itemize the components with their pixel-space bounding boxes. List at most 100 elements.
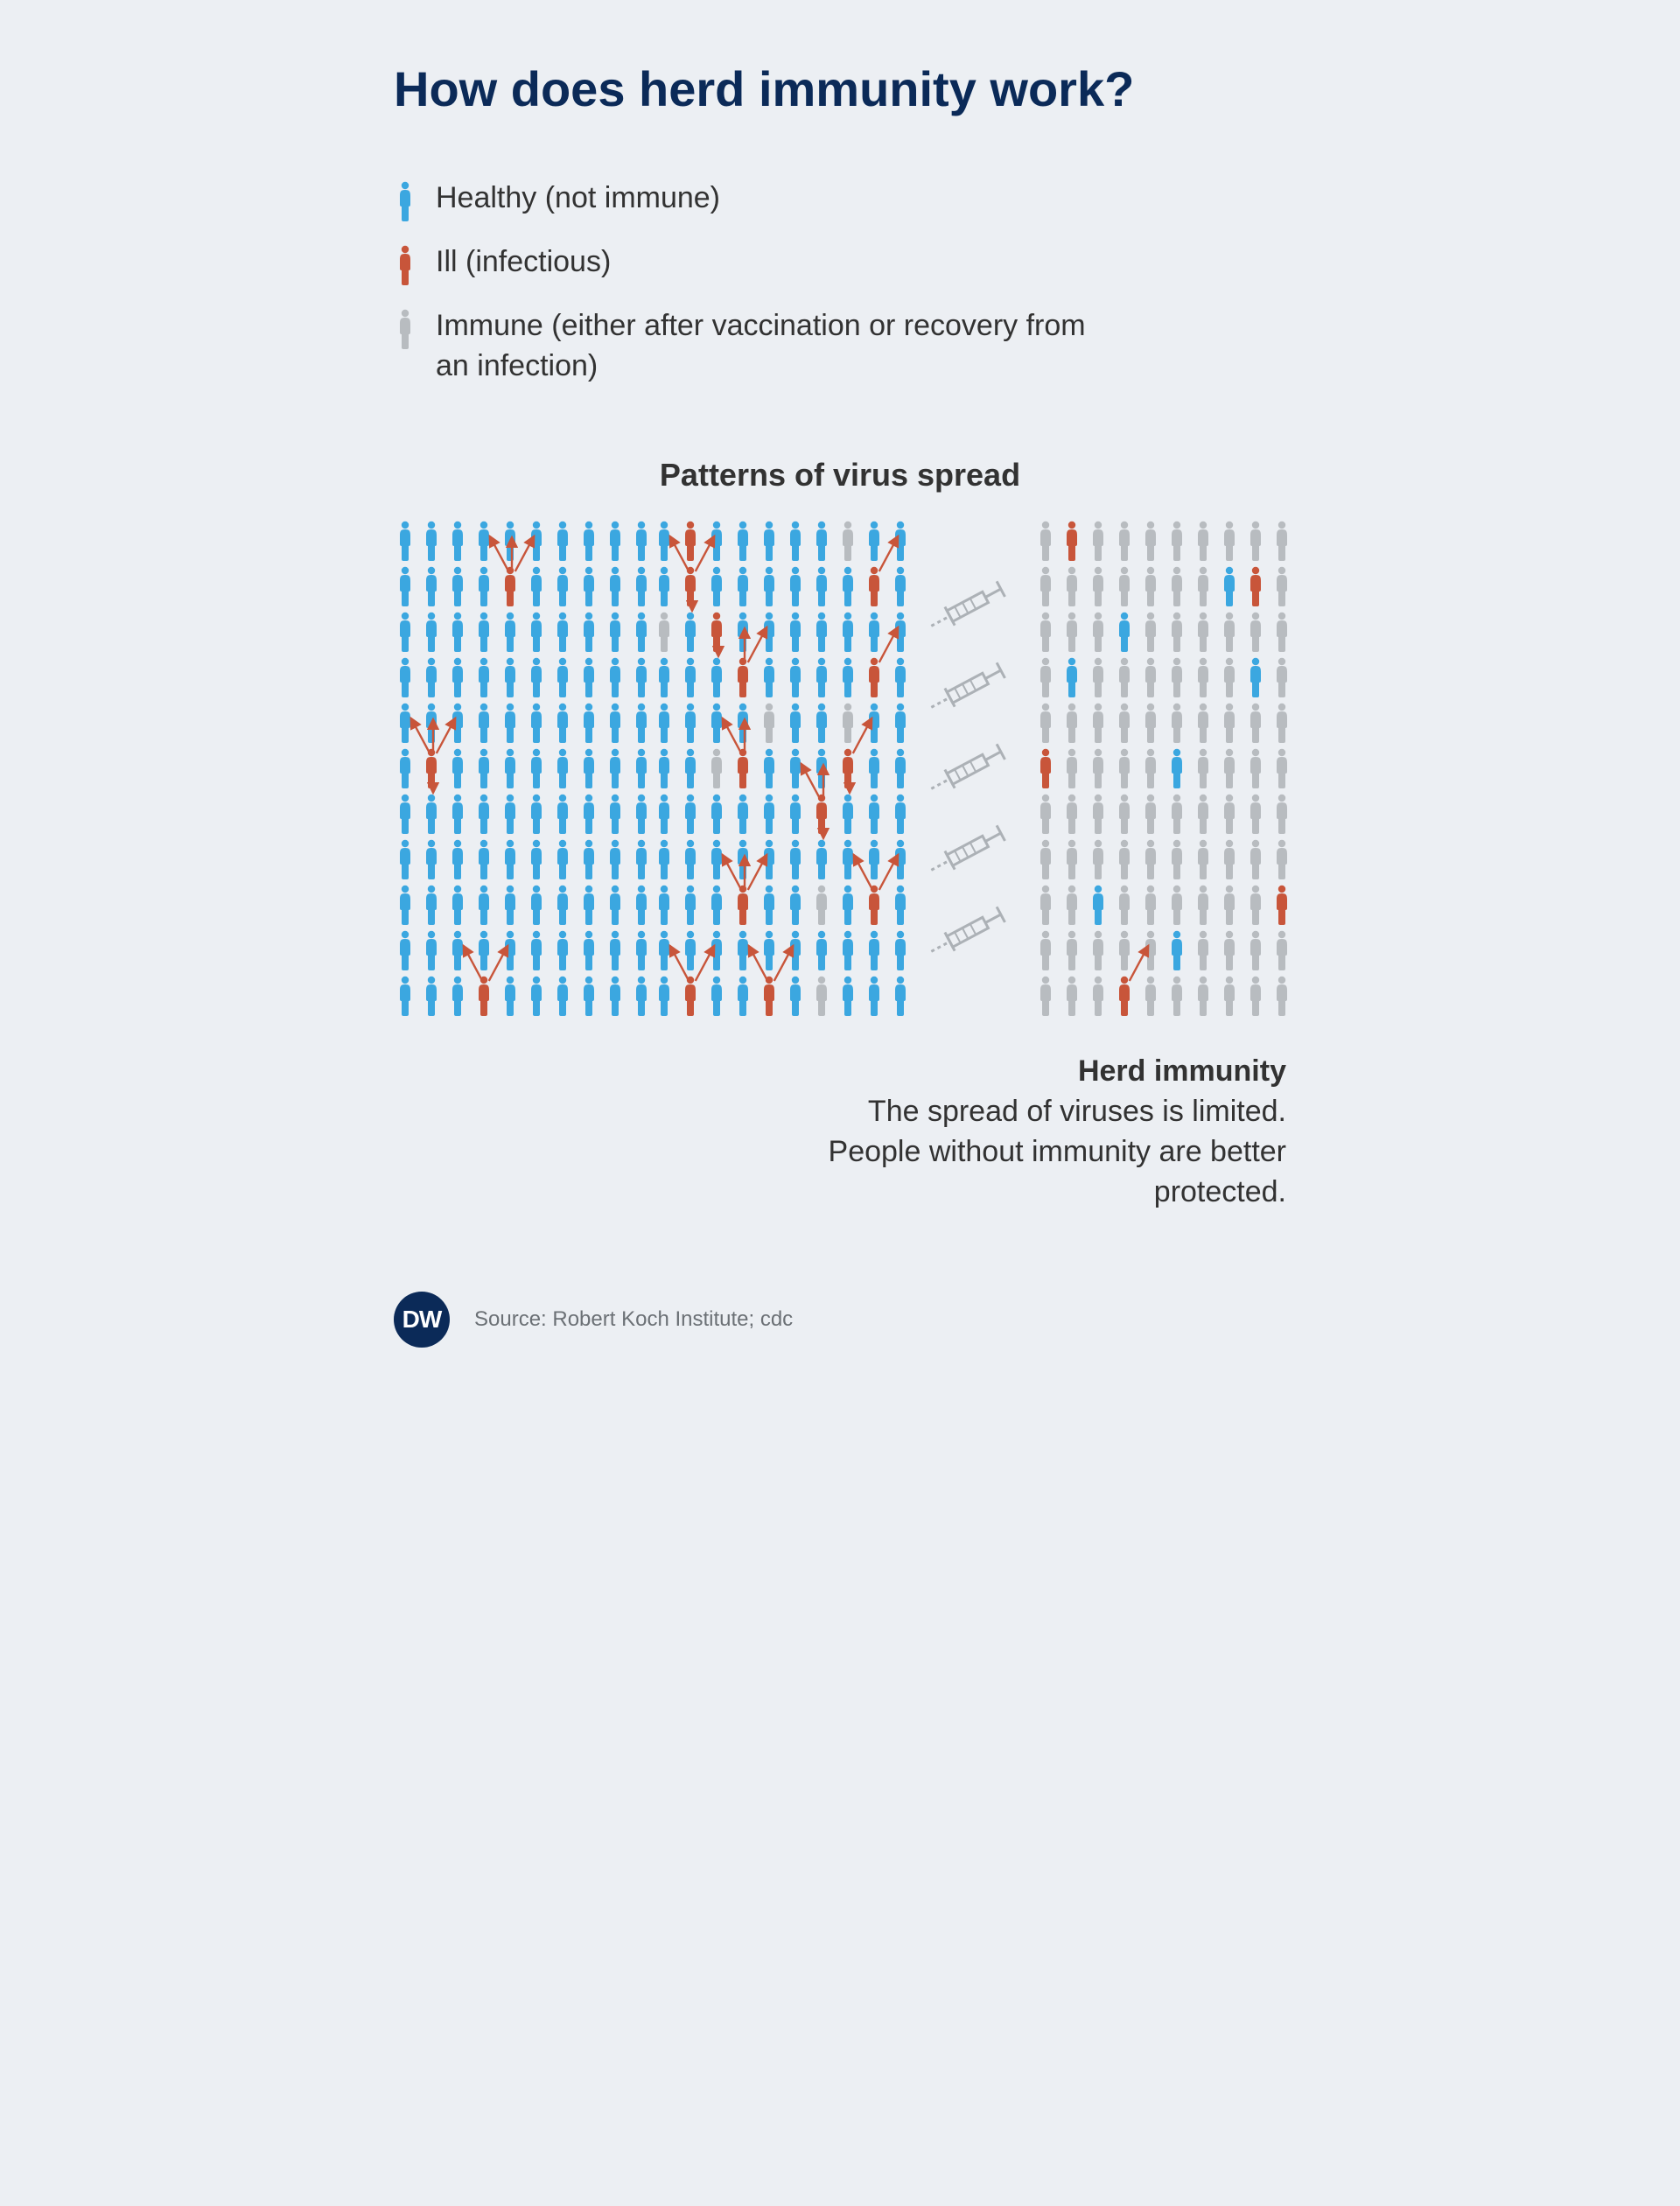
person-icon xyxy=(784,656,807,698)
person-icon xyxy=(630,838,653,880)
infographic-card: How does herd immunity work? Healthy (no… xyxy=(315,0,1365,1391)
person-icon xyxy=(863,747,886,789)
explanation-head: Herd immunity xyxy=(761,1052,1286,1092)
person-icon xyxy=(578,702,600,744)
person-icon xyxy=(1034,793,1057,835)
footer: DW Source: Robert Koch Institute; cdc xyxy=(394,1292,1286,1348)
syringe-icon xyxy=(920,743,1026,790)
explanation-line-2: People without immunity are better prote… xyxy=(761,1132,1286,1213)
person-icon xyxy=(1139,929,1162,971)
person-icon xyxy=(889,702,912,744)
person-icon xyxy=(1034,747,1057,789)
person-icon xyxy=(472,702,495,744)
person-icon xyxy=(653,656,676,698)
person-icon xyxy=(420,565,443,607)
person-icon xyxy=(1270,929,1293,971)
person-icon xyxy=(1113,838,1136,880)
person-icon xyxy=(525,656,548,698)
person-icon xyxy=(705,565,728,607)
person-icon xyxy=(679,929,702,971)
person-icon xyxy=(472,611,495,653)
person-icon xyxy=(394,611,416,653)
person-icon xyxy=(784,520,807,562)
person-icon xyxy=(604,611,626,653)
person-icon xyxy=(1244,702,1267,744)
person-icon xyxy=(836,702,859,744)
person-icon xyxy=(1139,838,1162,880)
person-icon xyxy=(1218,520,1241,562)
person-icon xyxy=(889,838,912,880)
person-icon xyxy=(1244,611,1267,653)
person-icon xyxy=(836,656,859,698)
person-icon xyxy=(679,975,702,1017)
person-icon xyxy=(1034,838,1057,880)
person-icon xyxy=(420,747,443,789)
person-icon xyxy=(604,520,626,562)
person-icon xyxy=(810,520,833,562)
person-icon xyxy=(1087,520,1110,562)
person-icon xyxy=(1087,702,1110,744)
person-icon xyxy=(630,975,653,1017)
person-icon xyxy=(1218,793,1241,835)
person-icon xyxy=(604,884,626,926)
person-icon xyxy=(758,975,780,1017)
person-icon xyxy=(1060,884,1083,926)
person-icon xyxy=(472,793,495,835)
person-icon xyxy=(1034,884,1057,926)
person-icon xyxy=(1218,656,1241,698)
person-icon xyxy=(1244,884,1267,926)
person-icon xyxy=(630,929,653,971)
person-icon xyxy=(1192,702,1214,744)
person-icon xyxy=(1060,520,1083,562)
person-icon xyxy=(472,656,495,698)
person-icon xyxy=(1270,702,1293,744)
person-icon xyxy=(1113,793,1136,835)
person-icon xyxy=(653,702,676,744)
person-icon xyxy=(1113,611,1136,653)
person-icon xyxy=(499,747,522,789)
legend-label: Ill (infectious) xyxy=(436,242,611,283)
person-icon xyxy=(1244,747,1267,789)
person-icon xyxy=(420,520,443,562)
person-icon xyxy=(1192,520,1214,562)
person-icon xyxy=(758,702,780,744)
person-icon xyxy=(863,975,886,1017)
person-icon xyxy=(1218,929,1241,971)
person-icon xyxy=(1113,975,1136,1017)
person-icon xyxy=(784,565,807,607)
person-icon xyxy=(1139,565,1162,607)
person-icon xyxy=(420,702,443,744)
person-icon xyxy=(836,520,859,562)
person-icon xyxy=(525,565,548,607)
person-icon xyxy=(810,656,833,698)
person-icon xyxy=(499,611,522,653)
person-icon xyxy=(525,793,548,835)
person-icon xyxy=(499,656,522,698)
person-icon xyxy=(499,702,522,744)
person-icon xyxy=(1060,656,1083,698)
person-icon xyxy=(679,702,702,744)
person-icon xyxy=(499,884,522,926)
person-icon xyxy=(863,520,886,562)
person-icon xyxy=(578,611,600,653)
person-icon xyxy=(578,929,600,971)
person-icon xyxy=(1060,929,1083,971)
person-icon xyxy=(1218,975,1241,1017)
person-icon xyxy=(551,565,574,607)
person-icon xyxy=(578,884,600,926)
person-icon xyxy=(394,793,416,835)
person-icon xyxy=(604,929,626,971)
person-icon xyxy=(1113,656,1136,698)
person-icon xyxy=(784,975,807,1017)
person-icon xyxy=(446,520,469,562)
panel-herd-immunity xyxy=(1034,520,1293,1017)
person-icon xyxy=(889,520,912,562)
person-icon xyxy=(394,520,416,562)
person-icon xyxy=(394,884,416,926)
person-icon xyxy=(836,838,859,880)
person-icon xyxy=(836,929,859,971)
syringe-icon xyxy=(920,824,1026,876)
person-icon xyxy=(863,884,886,926)
person-icon xyxy=(758,520,780,562)
person-icon xyxy=(394,656,416,698)
